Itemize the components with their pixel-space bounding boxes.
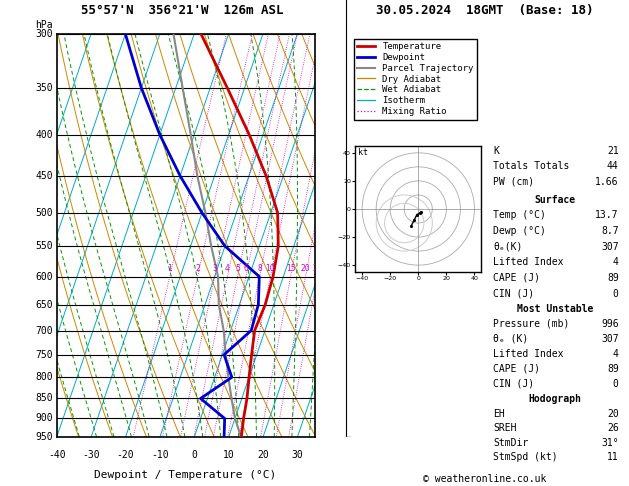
Text: 26: 26: [607, 423, 619, 433]
Text: Hodograph: Hodograph: [528, 395, 582, 404]
Text: © weatheronline.co.uk: © weatheronline.co.uk: [423, 473, 546, 484]
Text: 0: 0: [613, 379, 619, 389]
Text: -40: -40: [48, 450, 65, 459]
Text: Most Unstable: Most Unstable: [517, 304, 593, 314]
Text: 400: 400: [35, 130, 53, 139]
Text: CIN (J): CIN (J): [493, 289, 534, 298]
Text: 31°: 31°: [601, 437, 619, 448]
Text: 25: 25: [313, 263, 322, 273]
Text: 1.66: 1.66: [595, 177, 619, 187]
Text: 89: 89: [607, 273, 619, 283]
Text: θₑ (K): θₑ (K): [493, 334, 528, 344]
Text: 2: 2: [195, 263, 200, 273]
Text: K: K: [493, 146, 499, 156]
Text: 6: 6: [243, 263, 248, 273]
Text: 20: 20: [607, 409, 619, 419]
Text: CAPE (J): CAPE (J): [493, 273, 540, 283]
Text: 10: 10: [265, 263, 276, 273]
Text: 1: 1: [167, 263, 172, 273]
Text: 350: 350: [35, 83, 53, 93]
Text: 300: 300: [35, 29, 53, 39]
Text: 850: 850: [35, 394, 53, 403]
Text: Lifted Index: Lifted Index: [493, 349, 564, 359]
Text: 10: 10: [223, 450, 235, 459]
Text: 21: 21: [607, 146, 619, 156]
Text: 550: 550: [35, 241, 53, 251]
Text: 500: 500: [35, 208, 53, 218]
Text: Temp (°C): Temp (°C): [493, 210, 546, 221]
Text: -20: -20: [116, 450, 134, 459]
Text: 8: 8: [257, 263, 262, 273]
Text: SREH: SREH: [493, 423, 516, 433]
Text: kt: kt: [358, 148, 367, 157]
Text: 20: 20: [301, 263, 310, 273]
Text: 600: 600: [35, 272, 53, 281]
Text: 55°57'N  356°21'W  126m ASL: 55°57'N 356°21'W 126m ASL: [81, 4, 284, 17]
Text: 11: 11: [607, 452, 619, 462]
Text: -10: -10: [151, 450, 169, 459]
Text: 4: 4: [613, 349, 619, 359]
Legend: Temperature, Dewpoint, Parcel Trajectory, Dry Adiabat, Wet Adiabat, Isotherm, Mi: Temperature, Dewpoint, Parcel Trajectory…: [353, 38, 477, 120]
Text: 650: 650: [35, 299, 53, 310]
Text: 307: 307: [601, 242, 619, 252]
Text: -30: -30: [82, 450, 100, 459]
Text: 800: 800: [35, 372, 53, 382]
Text: StmSpd (kt): StmSpd (kt): [493, 452, 557, 462]
Text: 30: 30: [291, 450, 303, 459]
Text: 0: 0: [613, 289, 619, 298]
Text: 4: 4: [613, 257, 619, 267]
Text: CIN (J): CIN (J): [493, 379, 534, 389]
Text: CAPE (J): CAPE (J): [493, 364, 540, 374]
Text: 0: 0: [191, 450, 197, 459]
Text: 996: 996: [601, 319, 619, 329]
Text: 3: 3: [213, 263, 217, 273]
Text: 750: 750: [35, 349, 53, 360]
Text: 44: 44: [607, 161, 619, 172]
Text: 20: 20: [257, 450, 269, 459]
Text: Dewpoint / Temperature (°C): Dewpoint / Temperature (°C): [94, 469, 277, 480]
Text: EH: EH: [493, 409, 504, 419]
Text: StmDir: StmDir: [493, 437, 528, 448]
Text: Totals Totals: Totals Totals: [493, 161, 569, 172]
Text: 15: 15: [286, 263, 296, 273]
Text: 89: 89: [607, 364, 619, 374]
Text: hPa: hPa: [35, 20, 53, 30]
Text: 450: 450: [35, 171, 53, 181]
Text: 30.05.2024  18GMT  (Base: 18): 30.05.2024 18GMT (Base: 18): [376, 4, 593, 17]
Text: 5: 5: [235, 263, 240, 273]
Text: 900: 900: [35, 414, 53, 423]
Text: Lifted Index: Lifted Index: [493, 257, 564, 267]
Text: PW (cm): PW (cm): [493, 177, 534, 187]
Text: 4: 4: [225, 263, 230, 273]
Text: 13.7: 13.7: [595, 210, 619, 221]
Text: Pressure (mb): Pressure (mb): [493, 319, 569, 329]
Text: Surface: Surface: [535, 195, 576, 205]
Text: Dewp (°C): Dewp (°C): [493, 226, 546, 236]
Text: 950: 950: [35, 433, 53, 442]
Text: θₑ(K): θₑ(K): [493, 242, 522, 252]
Text: 307: 307: [601, 334, 619, 344]
Text: 8.7: 8.7: [601, 226, 619, 236]
Text: 700: 700: [35, 326, 53, 335]
